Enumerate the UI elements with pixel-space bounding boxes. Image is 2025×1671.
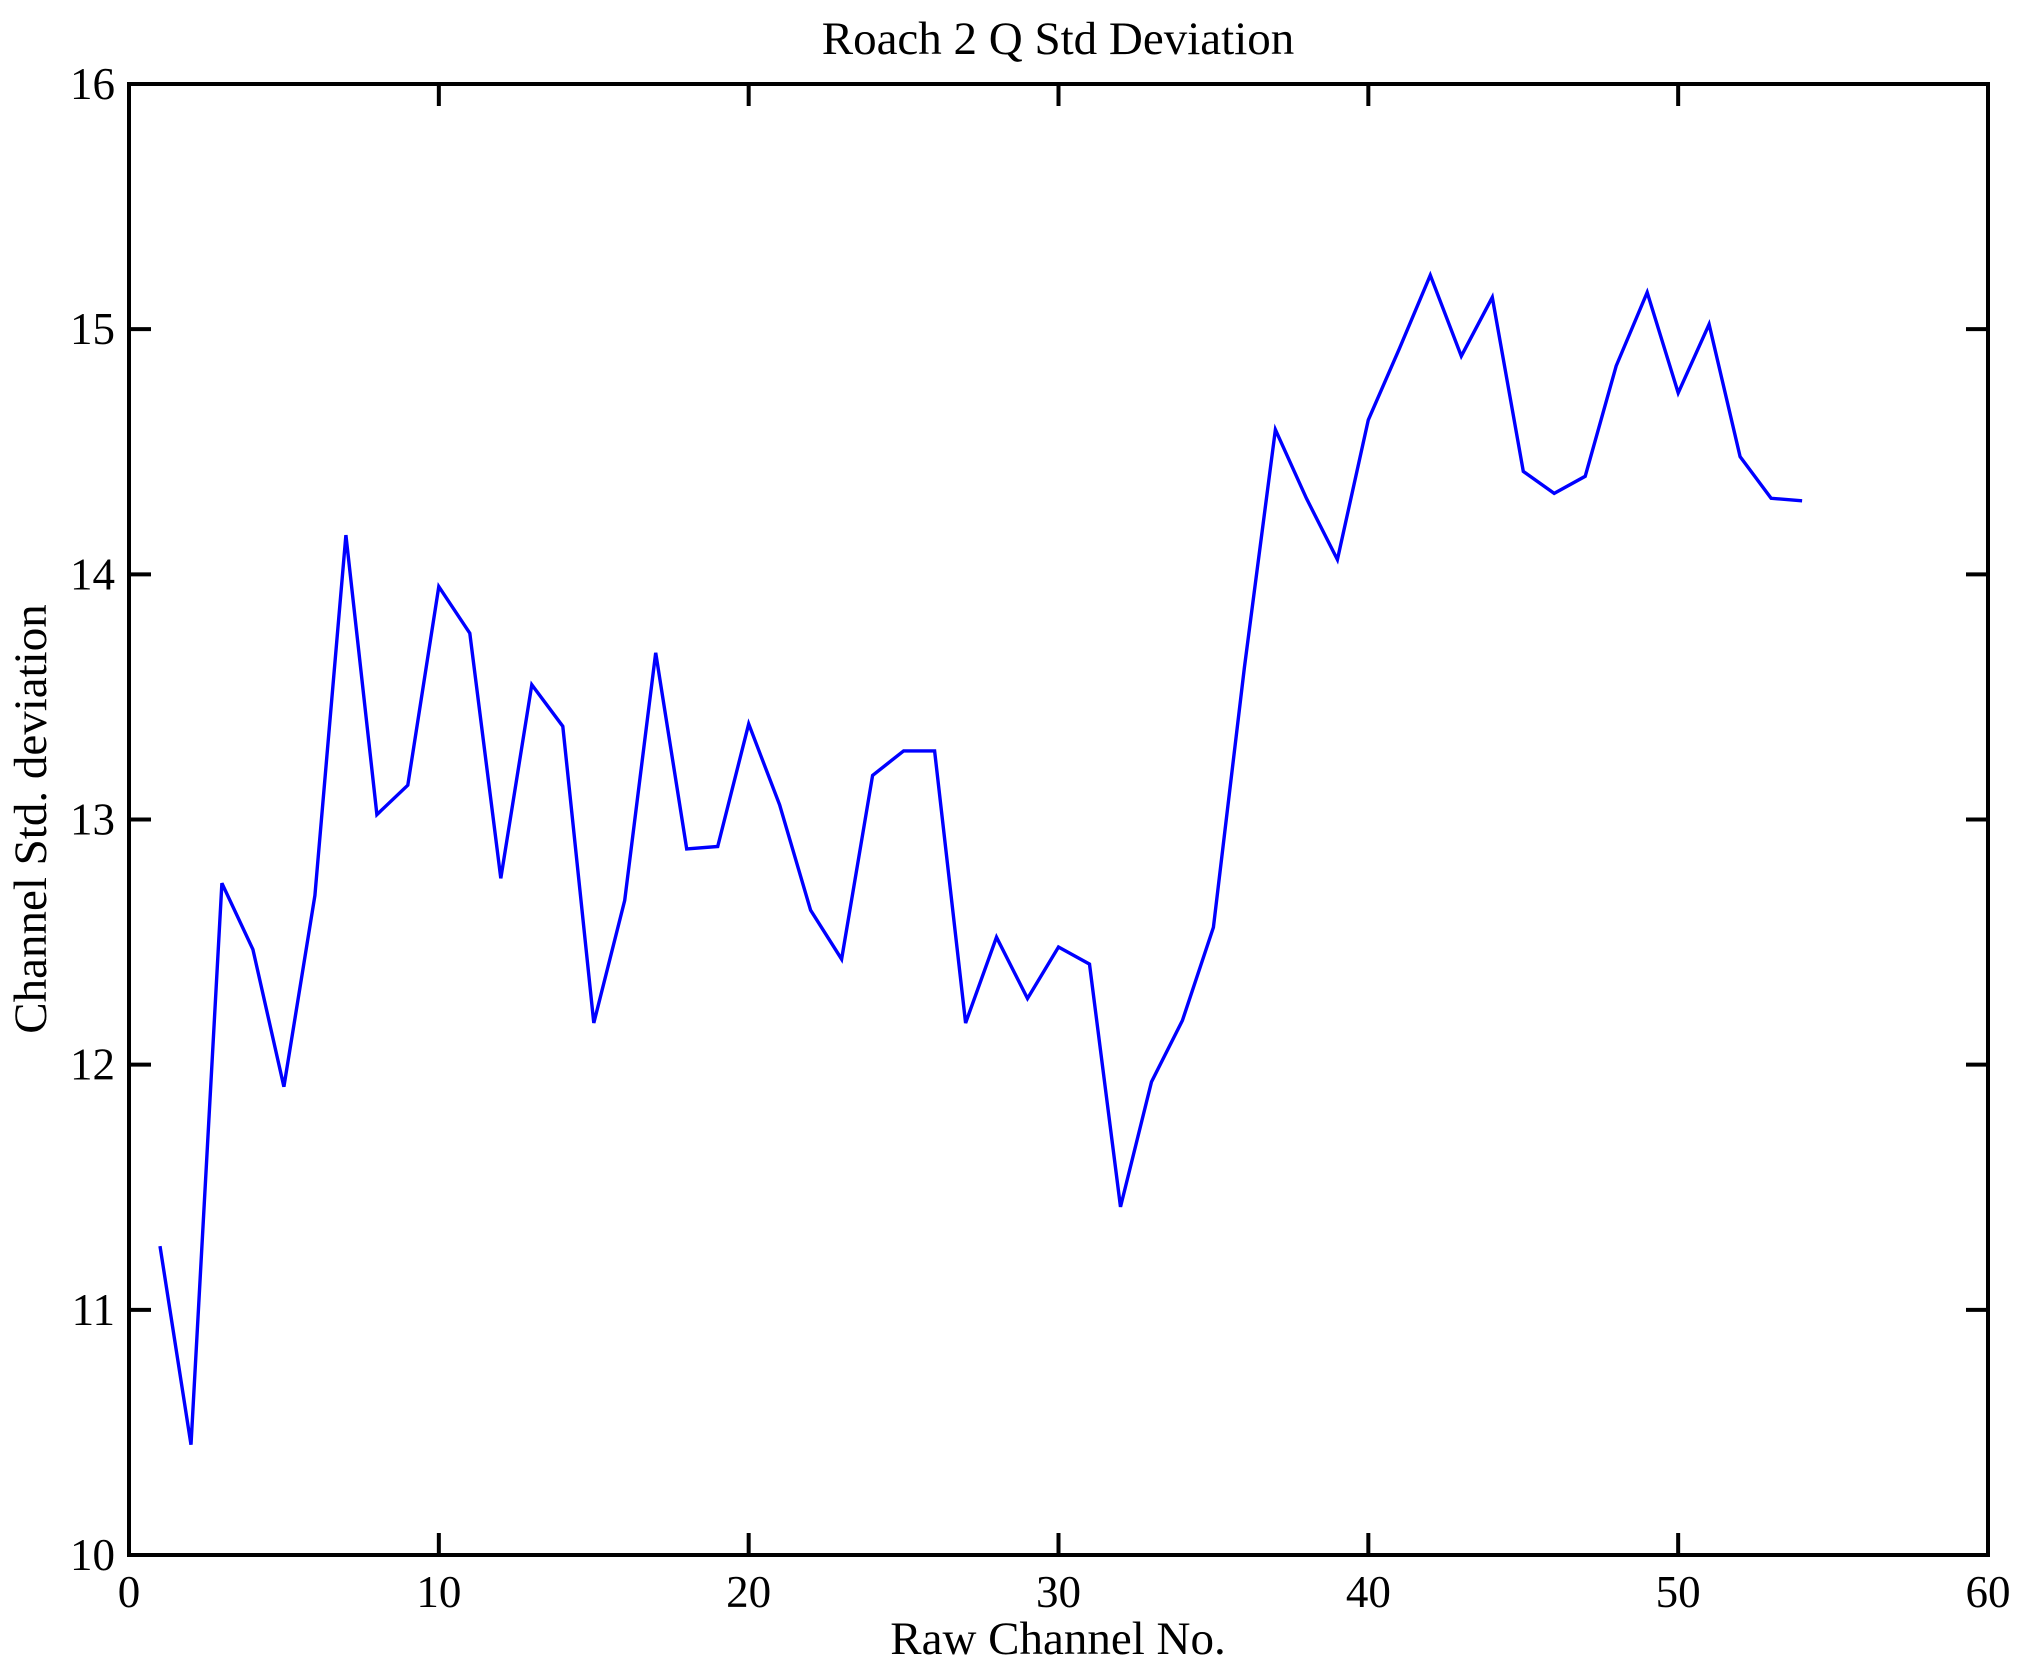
y-tick-label: 12 <box>70 1040 115 1090</box>
y-axis-label: Channel Std. deviation <box>5 604 57 1033</box>
y-tick-label: 11 <box>72 1285 115 1335</box>
axis-ticks <box>127 82 1990 1557</box>
x-axis-label: Raw Channel No. <box>890 1613 1225 1665</box>
x-tick-label: 40 <box>1346 1567 1391 1617</box>
x-tick-label: 0 <box>118 1567 141 1617</box>
y-tick-label: 10 <box>70 1530 115 1580</box>
y-tick-label: 13 <box>70 795 115 845</box>
x-tick-label: 30 <box>1036 1567 1081 1617</box>
x-tick-label: 50 <box>1656 1567 1701 1617</box>
x-tick-label: 60 <box>1966 1567 2011 1617</box>
x-tick-label: 20 <box>726 1567 771 1617</box>
y-tick-label: 15 <box>70 304 115 354</box>
x-tick-label: 10 <box>416 1567 461 1617</box>
chart-title: Roach 2 Q Std Deviation <box>822 13 1295 65</box>
y-tick-label: 14 <box>70 549 115 599</box>
plot-border <box>127 82 1990 1557</box>
y-tick-label: 16 <box>70 59 115 109</box>
data-line <box>158 270 1803 1445</box>
